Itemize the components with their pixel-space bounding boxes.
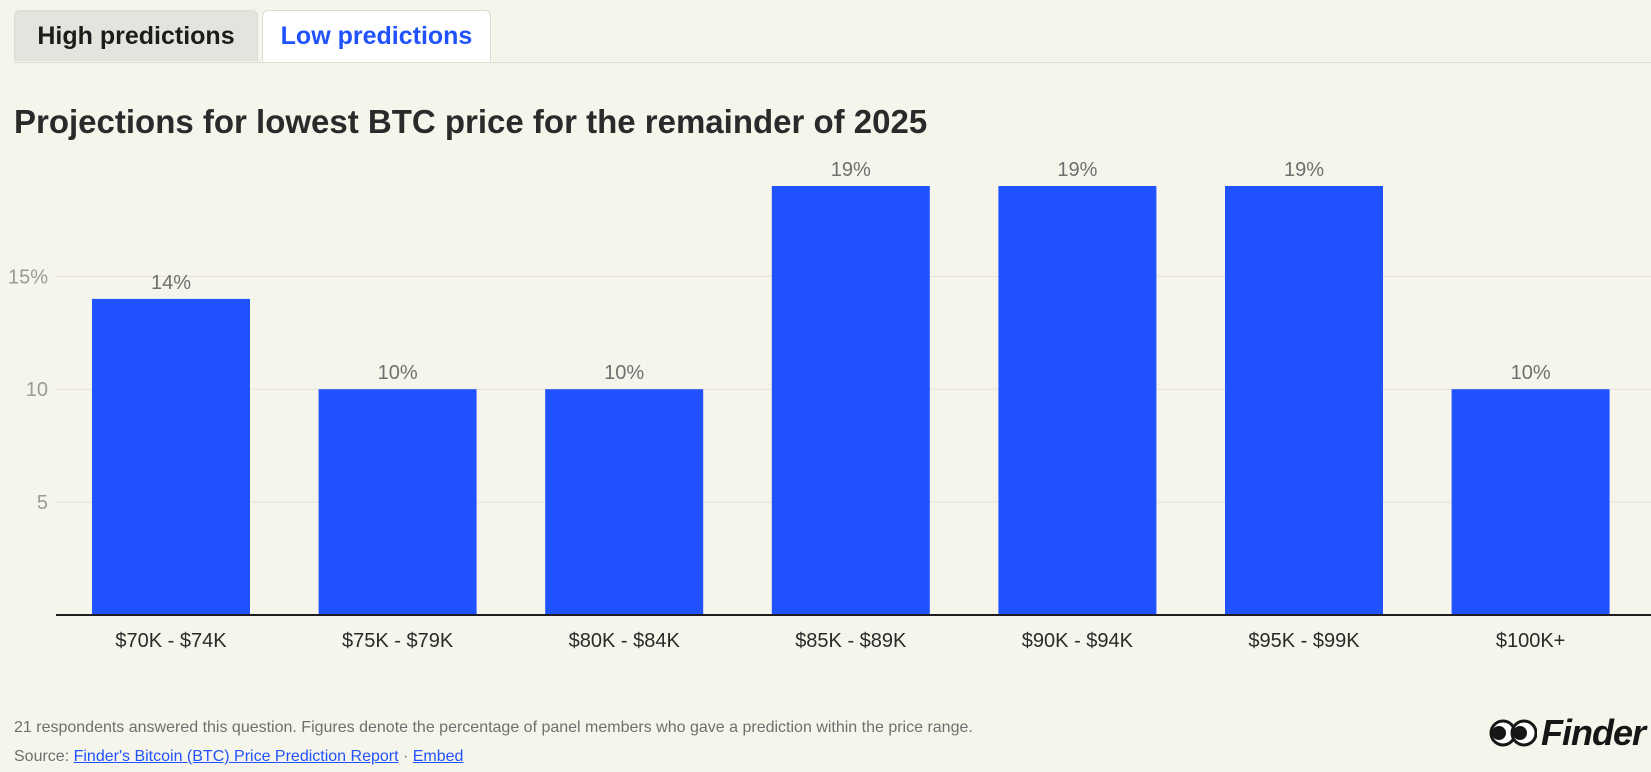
bar[interactable] <box>545 389 704 615</box>
y-tick-label: 15% <box>8 266 48 288</box>
x-tick-label: $85K - $89K <box>795 630 907 652</box>
x-tick-label: $95K - $99K <box>1248 630 1360 652</box>
data-label: 14% <box>151 272 191 294</box>
tab-bar: High predictions Low predictions <box>14 10 1651 63</box>
bar[interactable] <box>1451 389 1610 615</box>
chart-title: Projections for lowest BTC price for the… <box>14 103 928 140</box>
bar-chart: 5 10 15% 14% $70K - $74K 10% $75K - $79K 10% $80… <box>8 160 1651 652</box>
x-tick-label: $75K - $79K <box>342 630 454 652</box>
finder-eyes-icon <box>1489 719 1537 747</box>
data-label: 10% <box>604 362 644 384</box>
finder-logo-text: Finder <box>1540 712 1646 753</box>
data-label: 10% <box>1511 362 1551 384</box>
tab-low-predictions[interactable]: Low predictions <box>262 10 491 62</box>
x-tick-label: $90K - $94K <box>1022 630 1134 652</box>
y-tick-label: 10 <box>26 379 48 401</box>
source-report-link[interactable]: Finder's Bitcoin (BTC) Price Prediction … <box>73 748 399 765</box>
bar[interactable] <box>771 186 930 615</box>
chart-footnote: 21 respondents answered this question. F… <box>14 719 973 736</box>
bar[interactable] <box>1225 186 1383 615</box>
data-label: 10% <box>378 362 418 384</box>
bar[interactable] <box>998 186 1157 615</box>
finder-logo: Finder <box>1489 712 1646 754</box>
data-label: 19% <box>1057 160 1097 181</box>
data-label: 19% <box>1284 160 1324 181</box>
source-line: Source: Finder's Bitcoin (BTC) Price Pre… <box>14 748 463 766</box>
tab-high-predictions[interactable]: High predictions <box>14 10 258 61</box>
x-tick-label: $80K - $84K <box>569 630 681 652</box>
x-tick-label: $100K+ <box>1496 630 1566 652</box>
embed-link[interactable]: Embed <box>412 748 464 765</box>
bar[interactable] <box>318 389 477 615</box>
bar[interactable] <box>92 298 250 615</box>
y-tick-label: 5 <box>37 492 48 514</box>
x-tick-label: $70K - $74K <box>115 630 227 652</box>
source-separator: · <box>398 748 413 765</box>
source-prefix: Source: <box>14 748 74 765</box>
data-label: 19% <box>831 160 871 181</box>
